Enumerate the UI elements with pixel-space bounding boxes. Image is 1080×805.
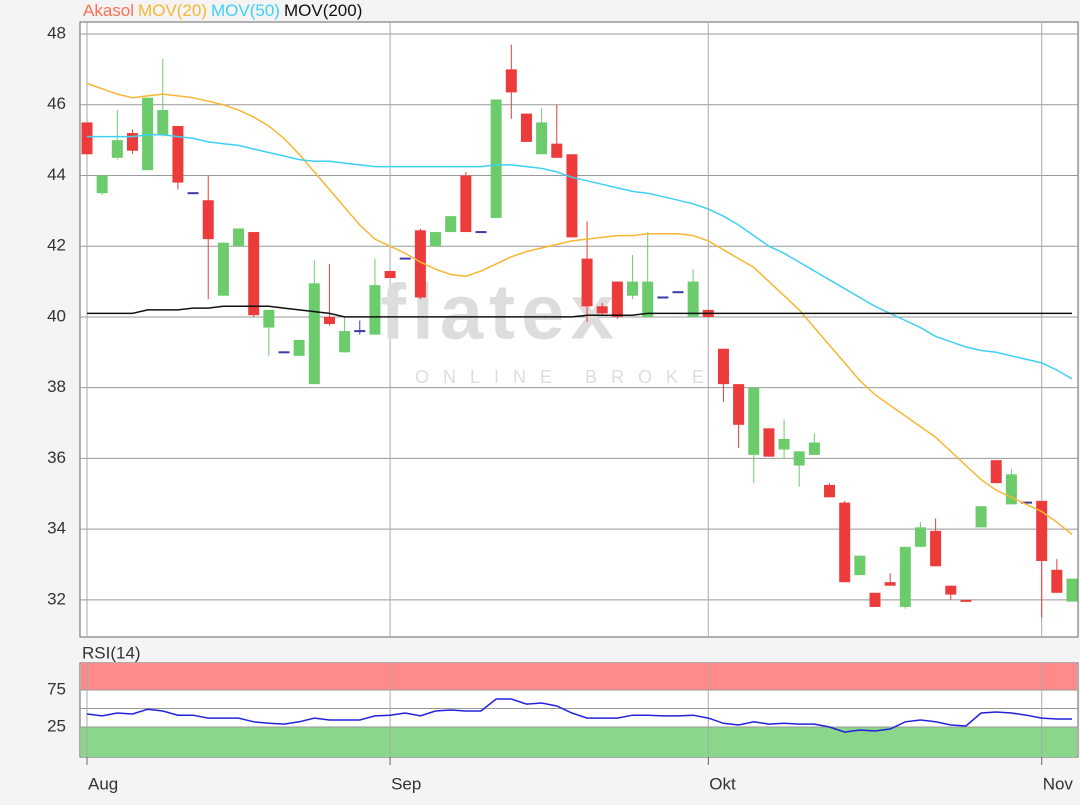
candle-body: [536, 122, 548, 155]
line-series: [86, 698, 1072, 733]
x-tick-label: Nov: [1043, 774, 1074, 793]
y-tick-label: 46: [47, 94, 66, 113]
candle-body: [1051, 569, 1063, 593]
x-tick-label: Okt: [709, 774, 736, 793]
candle-body: [293, 339, 305, 356]
line-series: [87, 134, 1073, 380]
candle-body: [263, 309, 275, 328]
candle-body: [869, 592, 881, 607]
candle-body: [111, 140, 123, 158]
y-tick-label: 48: [47, 24, 66, 43]
candle-body: [596, 306, 608, 314]
rsi-title: RSI(14): [82, 643, 141, 662]
y-tick-label: 34: [47, 519, 66, 538]
candle-body: [672, 291, 684, 294]
candle-body: [990, 460, 1002, 484]
line-series: [87, 305, 1072, 318]
price-plot-area: [79, 21, 1079, 638]
candle-body: [839, 502, 851, 583]
candle-body: [1066, 578, 1078, 602]
candle-body: [308, 283, 320, 385]
candle-body: [945, 585, 957, 595]
candle-body: [430, 232, 442, 247]
candle-body: [611, 281, 623, 317]
y-tick-label: 32: [47, 589, 66, 608]
candle-body: [187, 192, 199, 195]
candle-body: [278, 351, 290, 354]
candle-body: [884, 582, 896, 586]
candle-body: [581, 258, 593, 307]
candle-body: [475, 231, 487, 234]
x-tick-label: Aug: [88, 774, 118, 793]
y-tick-label: 75: [47, 680, 66, 699]
y-tick-label: 36: [47, 448, 66, 467]
candle-body: [339, 331, 351, 353]
legend-entry: MOV(200): [284, 1, 362, 20]
candle-body: [975, 506, 987, 528]
candle-body: [81, 122, 93, 155]
rsi-band: [81, 663, 1077, 691]
candle-body: [627, 281, 639, 296]
candle-body: [687, 281, 699, 317]
candle-body: [369, 285, 381, 335]
candle-body: [642, 281, 654, 317]
candle-body: [157, 110, 169, 135]
candle-body: [96, 175, 108, 194]
candle-body: [490, 99, 502, 218]
candle-body: [899, 546, 911, 607]
candle-body: [733, 384, 745, 425]
candle-body: [566, 154, 578, 238]
candle-body: [778, 438, 790, 450]
legend-entry: MOV(50): [211, 1, 280, 20]
candle-body: [808, 442, 820, 455]
candle-body: [657, 296, 669, 299]
candle-body: [1005, 474, 1017, 505]
candle-body: [824, 484, 836, 498]
candle-body: [551, 143, 563, 158]
candle-body: [233, 228, 245, 247]
candle-body: [414, 230, 426, 298]
candle-body: [323, 316, 335, 325]
data-layer: 32 34 36 38 40 42 44 46 48 25 75 Aug Sep Okt Nov: [47, 24, 1078, 793]
candle-body: [520, 113, 532, 142]
candle-body: [248, 232, 260, 316]
y-tick-label: 25: [47, 717, 66, 736]
y-tick-label: 40: [47, 306, 66, 325]
legend: Akasol MOV(20) MOV(50) MOV(200): [83, 1, 362, 20]
candle-body: [748, 387, 760, 455]
candle-body: [930, 530, 942, 567]
candle-body: [460, 175, 472, 233]
candle-body: [354, 330, 366, 333]
y-tick-label: 38: [47, 377, 66, 396]
candle-body: [793, 451, 805, 466]
watermark-tagline: ONLINE BROKER: [415, 367, 745, 387]
candle-body: [142, 97, 154, 171]
candle-body: [763, 428, 775, 457]
legend-entry: Akasol: [83, 1, 134, 20]
y-tick-label: 44: [47, 165, 66, 184]
candle-body: [960, 599, 972, 602]
candle-body: [384, 270, 396, 279]
candle-body: [202, 200, 214, 240]
candle-body: [505, 69, 517, 93]
candle-body: [1021, 501, 1033, 504]
candle-body: [445, 216, 457, 233]
candle-body: [172, 125, 184, 183]
candle-body: [399, 257, 411, 260]
background-layer: [80, 22, 1078, 757]
legend-entry: MOV(20): [138, 1, 207, 20]
candle-body: [1036, 500, 1048, 561]
candle-body: [126, 133, 138, 151]
rsi-band: [81, 727, 1077, 757]
line-series: [86, 82, 1073, 535]
candle-body: [854, 555, 866, 576]
x-tick-label: Sep: [391, 774, 421, 793]
y-tick-label: 42: [47, 236, 66, 255]
candle-body: [717, 348, 729, 385]
candle-body: [217, 242, 229, 296]
candle-body: [914, 527, 926, 547]
